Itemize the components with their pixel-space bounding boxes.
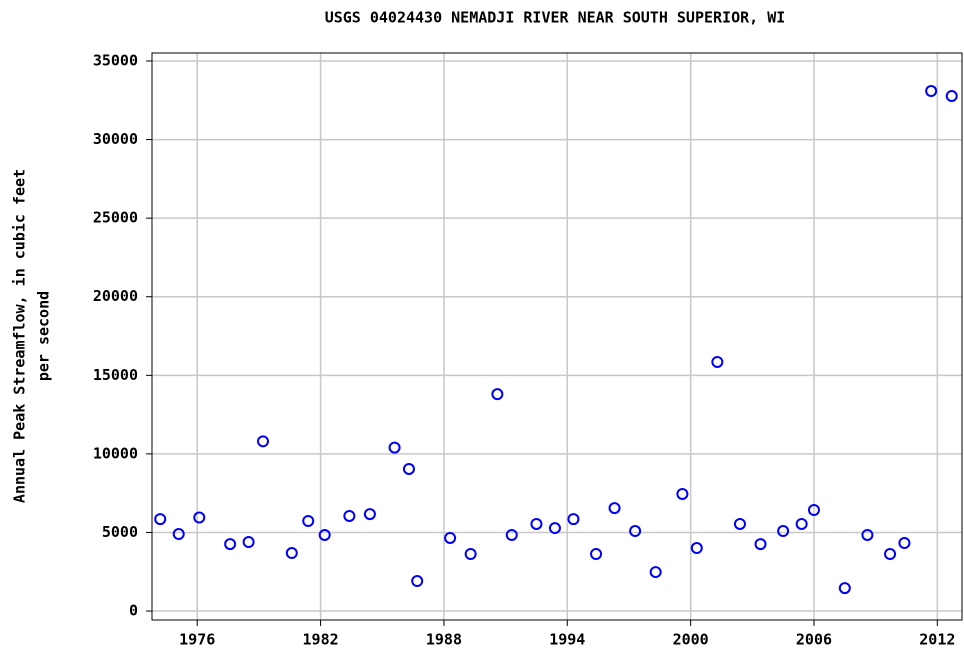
point bbox=[302, 514, 315, 527]
point bbox=[491, 388, 504, 401]
point bbox=[925, 85, 938, 98]
y-tick-label: 10000 bbox=[93, 444, 138, 462]
point bbox=[608, 502, 621, 515]
point bbox=[733, 517, 746, 530]
point bbox=[172, 528, 185, 541]
point bbox=[861, 528, 874, 541]
point bbox=[505, 528, 518, 541]
point bbox=[224, 538, 237, 551]
point bbox=[690, 542, 703, 555]
point bbox=[754, 538, 767, 551]
point bbox=[676, 487, 689, 500]
point bbox=[649, 566, 662, 579]
y-axis-label: per second bbox=[35, 291, 53, 381]
plot-frame bbox=[151, 52, 963, 621]
point bbox=[548, 522, 561, 535]
x-tick-label: 1976 bbox=[179, 631, 215, 649]
point bbox=[242, 536, 255, 549]
point bbox=[411, 575, 424, 588]
point bbox=[388, 441, 401, 454]
point bbox=[884, 547, 897, 560]
chart-title: USGS 04024430 NEMADJI RIVER NEAR SOUTH S… bbox=[325, 9, 786, 27]
x-tick-label: 2000 bbox=[673, 631, 709, 649]
y-tick-label: 35000 bbox=[93, 52, 138, 70]
point bbox=[795, 517, 808, 530]
y-tick-label: 0 bbox=[129, 602, 138, 620]
point bbox=[838, 582, 851, 595]
y-tick-label: 30000 bbox=[93, 130, 138, 148]
point bbox=[193, 511, 206, 524]
point bbox=[530, 517, 543, 530]
point bbox=[363, 508, 376, 521]
point bbox=[285, 547, 298, 560]
y-tick-label: 25000 bbox=[93, 209, 138, 227]
x-tick-label: 1988 bbox=[426, 631, 462, 649]
y-tick-label: 15000 bbox=[93, 366, 138, 384]
point bbox=[777, 525, 790, 538]
point bbox=[257, 435, 270, 448]
y-tick-label: 20000 bbox=[93, 287, 138, 305]
point bbox=[318, 528, 331, 541]
x-tick-label: 1982 bbox=[303, 631, 339, 649]
point bbox=[807, 503, 820, 516]
x-tick-label: 1994 bbox=[549, 631, 585, 649]
point bbox=[154, 513, 167, 526]
y-axis-label: Annual Peak Streamflow, in cubic feet bbox=[11, 169, 29, 503]
point bbox=[444, 531, 457, 544]
point bbox=[945, 90, 958, 103]
y-tick-label: 5000 bbox=[102, 523, 138, 541]
point bbox=[402, 462, 415, 475]
x-tick-label: 2012 bbox=[919, 631, 955, 649]
point bbox=[567, 513, 580, 526]
x-tick-label: 2006 bbox=[796, 631, 832, 649]
point bbox=[343, 509, 356, 522]
point bbox=[629, 525, 642, 538]
point bbox=[464, 547, 477, 560]
point bbox=[590, 547, 603, 560]
point bbox=[898, 536, 911, 549]
point bbox=[711, 355, 724, 368]
